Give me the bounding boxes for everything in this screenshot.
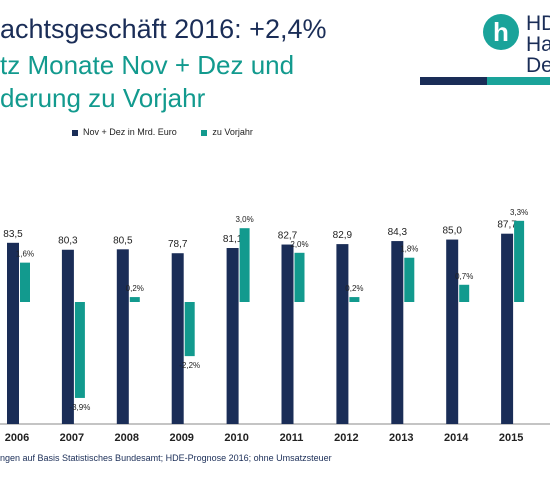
- data-label-nov-dez-2014: 85,0: [442, 226, 462, 237]
- bar-nov-dez-2006: [7, 242, 19, 424]
- bar-nov-dez-2011: [281, 244, 294, 424]
- tick-label-2008: 2008: [115, 432, 139, 444]
- legend-label-series-2: zu Vorjahr: [212, 127, 253, 137]
- bar-nov-dez-2008: [116, 249, 129, 424]
- tick-label-2006: 2006: [5, 432, 29, 444]
- bar-vorjahr-2015: [514, 220, 525, 302]
- data-label-vorjahr-2008: 0,2%: [126, 284, 144, 293]
- data-label-vorjahr-2014: 0,7%: [455, 272, 473, 281]
- tick-label-2015: 2015: [499, 432, 523, 444]
- legend-item-series-1: Nov + Dez in Mrd. Euro: [72, 127, 177, 137]
- bar-vorjahr-2007: [74, 302, 85, 398]
- data-label-nov-dez-2015: 87,7: [497, 220, 517, 231]
- bar-vorjahr-2014: [459, 284, 470, 302]
- legend-swatch-series-1: [72, 129, 78, 136]
- data-label-nov-dez-2006: 83,5: [3, 229, 23, 240]
- title-line-2: tz Monate Nov + Dez und: [0, 50, 295, 80]
- bar-vorjahr-2009: [184, 302, 195, 357]
- chart-legend: Nov + Dez in Mrd. Euro zu Vorjahr: [72, 127, 275, 137]
- bar-vorjahr-2010: [239, 228, 250, 302]
- data-label-nov-dez-2009: 78,7: [168, 239, 188, 250]
- tick-label-2012: 2012: [334, 432, 358, 444]
- data-label-vorjahr-2006: 1,6%: [16, 250, 34, 259]
- data-label-nov-dez-2013: 84,3: [388, 227, 408, 238]
- data-label-nov-dez-2008: 80,5: [113, 235, 133, 246]
- bar-vorjahr-2008: [129, 297, 140, 302]
- data-label-vorjahr-2011: 2,0%: [290, 240, 308, 249]
- legend-item-series-2: zu Vorjahr: [201, 127, 253, 137]
- title-line-1: achtsgeschäft 2016: +2,4%: [0, 14, 327, 44]
- data-label-nov-dez-2011: 82,7: [278, 231, 298, 242]
- bar-vorjahr-2012: [349, 297, 360, 302]
- data-label-nov-dez-2007: 80,3: [58, 236, 78, 247]
- data-label-vorjahr-2012: 0,2%: [345, 284, 363, 293]
- data-label-nov-dez-2010: 81,1: [223, 234, 243, 245]
- title-line-3: derung zu Vorjahr: [0, 83, 206, 113]
- tick-label-2007: 2007: [60, 432, 84, 444]
- bar-nov-dez-2012: [336, 244, 349, 424]
- data-label-nov-dez-2012: 82,9: [333, 230, 353, 241]
- bar-nov-dez-2010: [226, 248, 239, 424]
- header-rule-navy: [420, 77, 487, 85]
- bar-nov-dez-2009: [171, 253, 184, 424]
- data-label-vorjahr-2009: -2,2%: [179, 361, 200, 370]
- tick-label-2010: 2010: [224, 432, 248, 444]
- bar-vorjahr-2006: [20, 262, 30, 302]
- tick-label-2011: 2011: [280, 432, 304, 444]
- bar-nov-dez-2015: [501, 233, 514, 424]
- legend-swatch-series-2: [201, 129, 208, 136]
- logo-text-line-3: Deu: [526, 54, 550, 77]
- data-label-vorjahr-2010: 3,0%: [235, 215, 253, 224]
- logo-glyph: h: [493, 17, 509, 47]
- bar-vorjahr-2013: [404, 257, 415, 302]
- bar-nov-dez-2007: [61, 249, 74, 424]
- footnote: ngen auf Basis Statistisches Bundesamt; …: [0, 453, 332, 463]
- bar-nov-dez-2013: [391, 241, 404, 424]
- logo-text-line-2: Han: [526, 33, 550, 56]
- data-label-vorjahr-2007: -3,9%: [69, 403, 90, 412]
- logo-text-line-1: HD: [526, 12, 550, 35]
- legend-label-series-1: Nov + Dez in Mrd. Euro: [83, 127, 177, 137]
- bar-nov-dez-2014: [446, 239, 459, 424]
- header-rule-teal: [487, 77, 550, 85]
- bar-vorjahr-2011: [294, 252, 305, 302]
- data-label-vorjahr-2015: 3,3%: [510, 208, 528, 217]
- tick-label-2013: 2013: [389, 432, 413, 444]
- tick-label-2009: 2009: [169, 432, 193, 444]
- data-label-vorjahr-2013: 1,8%: [400, 245, 418, 254]
- hde-logo-icon: h: [483, 14, 519, 50]
- tick-label-2014: 2014: [444, 432, 469, 444]
